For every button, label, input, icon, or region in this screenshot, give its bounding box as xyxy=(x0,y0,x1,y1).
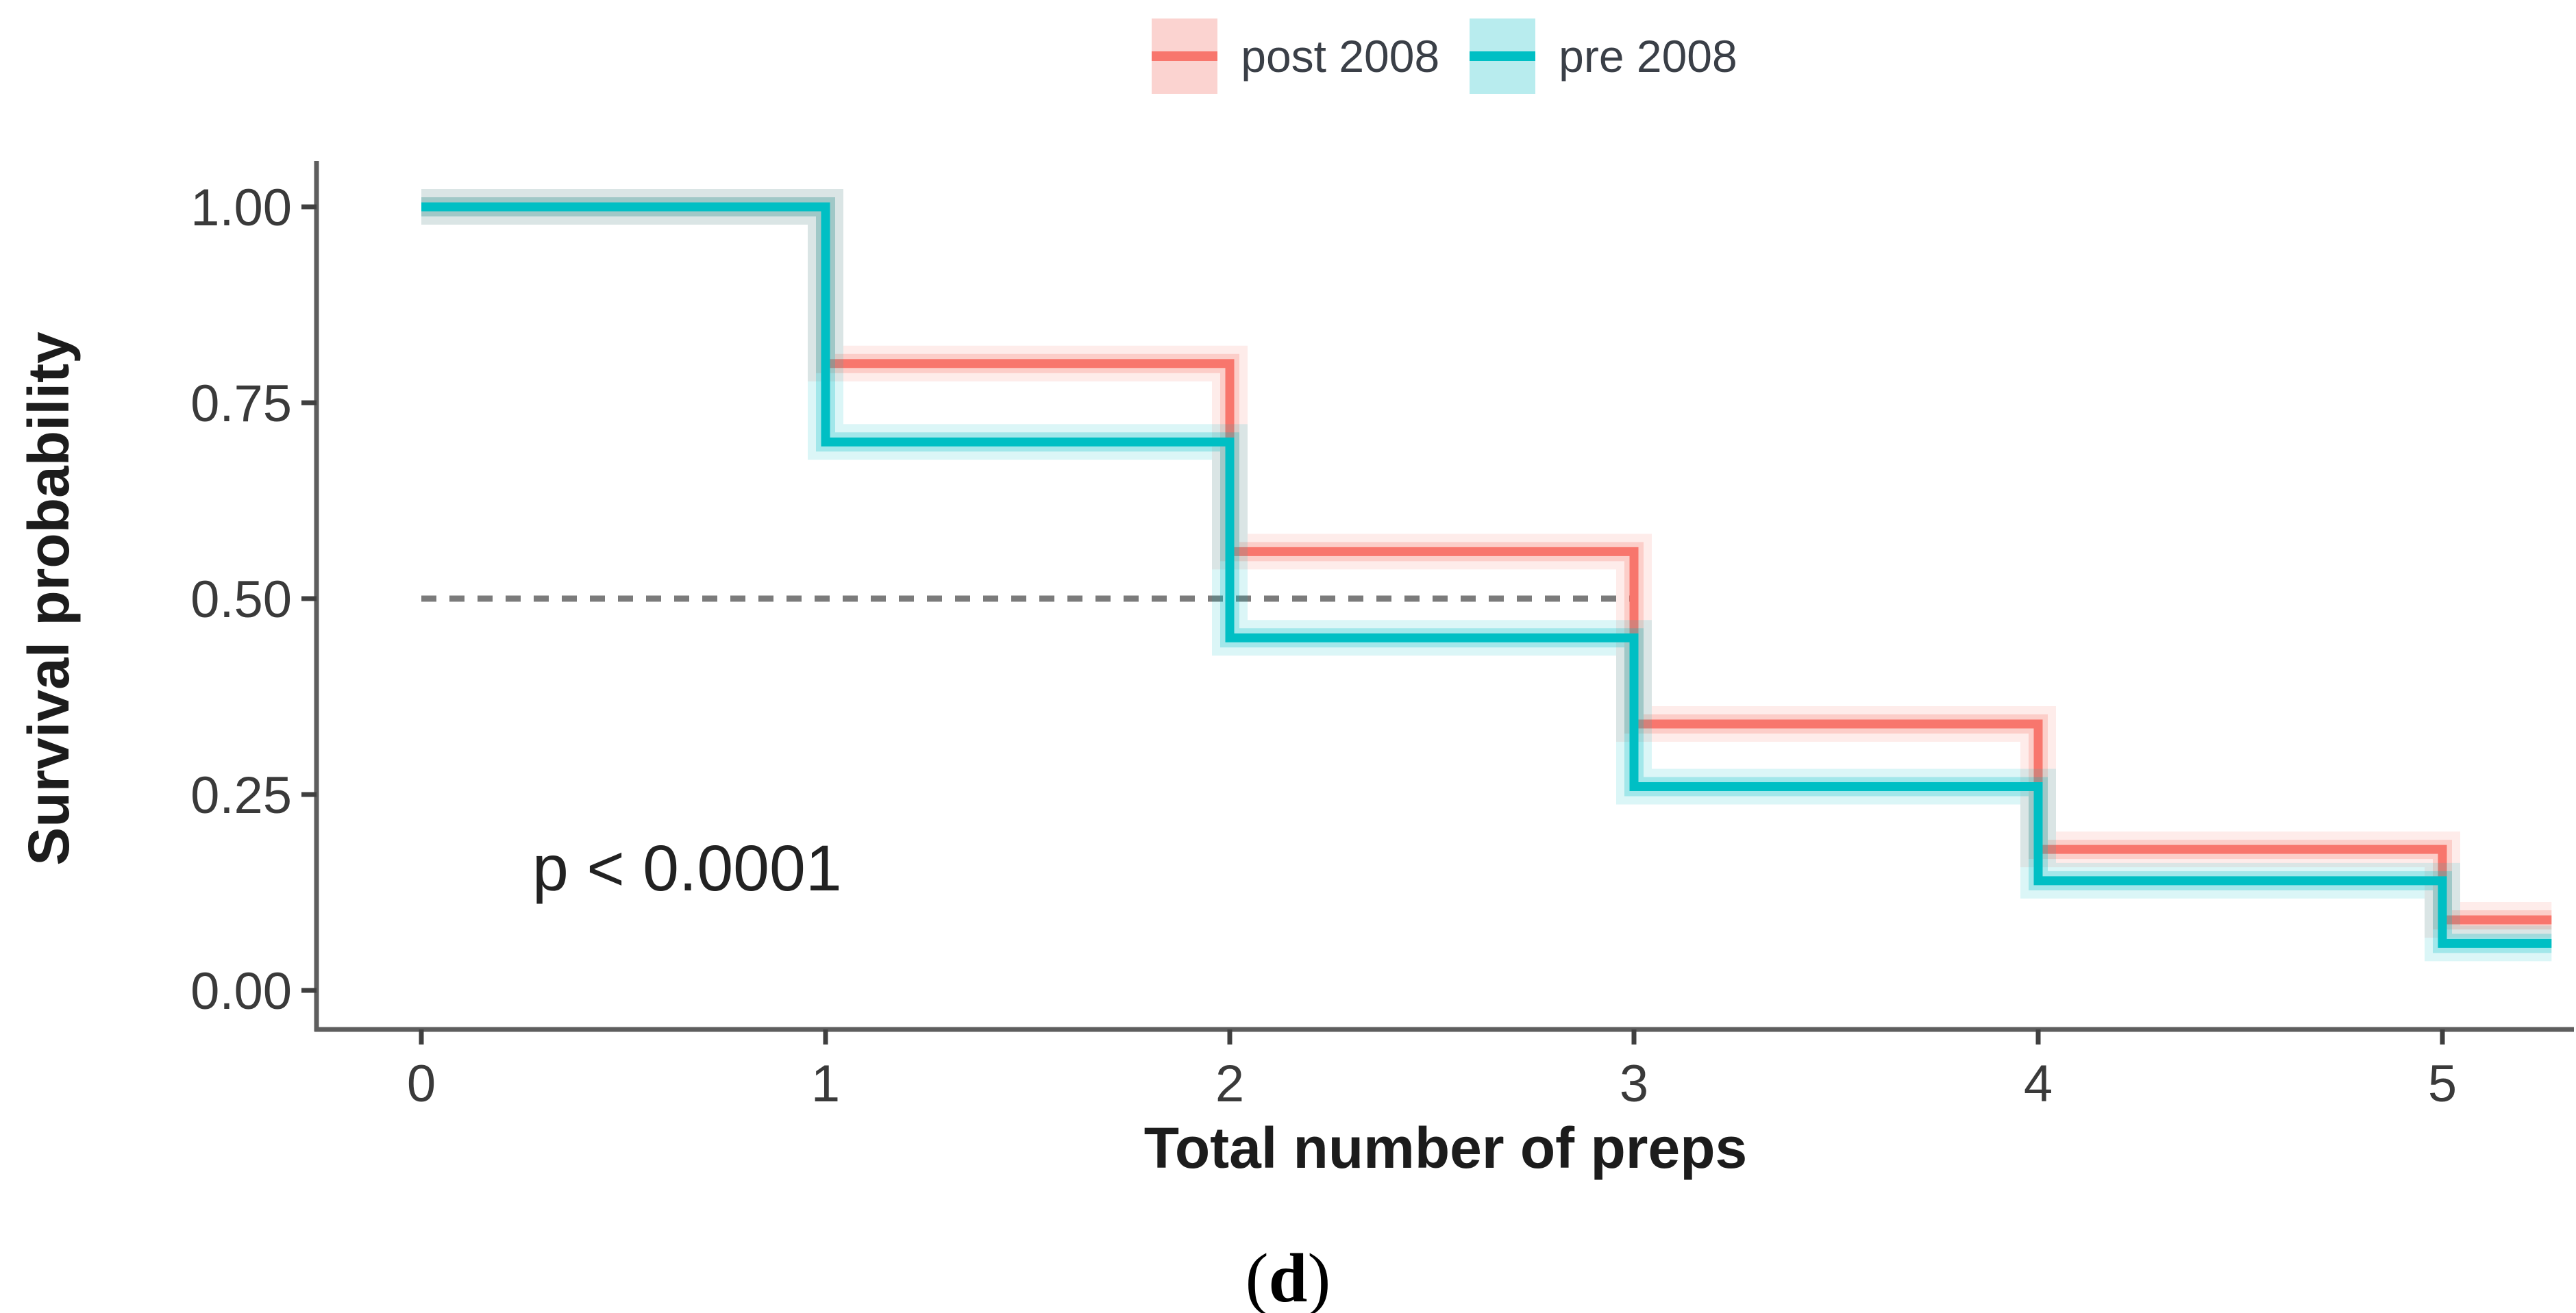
x-tick-label: 5 xyxy=(2428,1055,2457,1113)
legend-item-post-2008: post 2008 xyxy=(1152,18,1439,94)
x-tick-label: 0 xyxy=(407,1055,436,1113)
y-tick-label: 1.00 xyxy=(190,179,292,237)
y-tick-label: 0.75 xyxy=(190,375,292,433)
subfigure-caption: (d) xyxy=(0,1238,2576,1313)
legend: post 2008 pre 2008 xyxy=(317,15,2573,97)
p-value-annotation: p < 0.0001 xyxy=(532,832,842,905)
legend-label-post-2008: post 2008 xyxy=(1241,31,1440,82)
legend-key-ribbon-post-2008-icon xyxy=(1152,18,1218,94)
caption-letter: d xyxy=(1268,1240,1308,1313)
series-ribbon-outer-post-2008 xyxy=(421,189,2552,938)
legend-label-pre-2008: pre 2008 xyxy=(1559,31,1737,82)
legend-item-pre-2008: pre 2008 xyxy=(1470,18,1737,94)
caption-close-paren: ) xyxy=(1307,1240,1331,1313)
x-tick-label: 2 xyxy=(1215,1055,1244,1113)
y-tick-label: 0.50 xyxy=(190,571,292,629)
caption-open-paren: ( xyxy=(1245,1240,1269,1313)
x-tick-label: 3 xyxy=(1620,1055,1648,1113)
y-tick-label: 0.25 xyxy=(190,766,292,825)
legend-key-ribbon-pre-2008-icon xyxy=(1470,18,1536,94)
series-line-pre-2008 xyxy=(421,202,2552,948)
x-tick-label: 4 xyxy=(2024,1055,2053,1113)
y-tick-label: 0.00 xyxy=(190,962,292,1021)
x-axis-title: Total number of preps xyxy=(1144,1116,1747,1180)
x-tick-label: 1 xyxy=(811,1055,840,1113)
legend-key-line-pre-2008-icon xyxy=(1470,51,1536,61)
y-axis-title: Survival probability xyxy=(16,332,81,866)
legend-key-line-post-2008-icon xyxy=(1152,51,1218,61)
